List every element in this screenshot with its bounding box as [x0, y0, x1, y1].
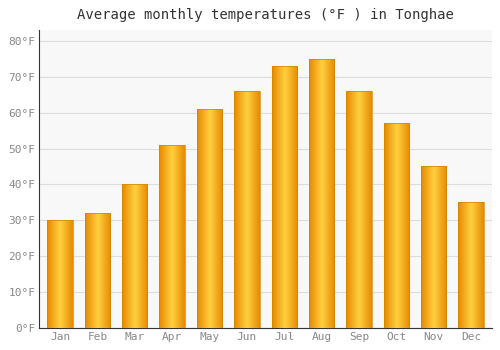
- Bar: [309, 59, 334, 328]
- Title: Average monthly temperatures (°F ) in Tonghae: Average monthly temperatures (°F ) in To…: [77, 8, 454, 22]
- Bar: [346, 91, 372, 328]
- Bar: [122, 184, 148, 328]
- Bar: [272, 66, 297, 328]
- Bar: [421, 167, 446, 328]
- Bar: [234, 91, 260, 328]
- Bar: [48, 220, 73, 328]
- Bar: [197, 109, 222, 328]
- Bar: [84, 213, 110, 328]
- Bar: [160, 145, 185, 328]
- Bar: [458, 202, 484, 328]
- Bar: [384, 124, 409, 328]
